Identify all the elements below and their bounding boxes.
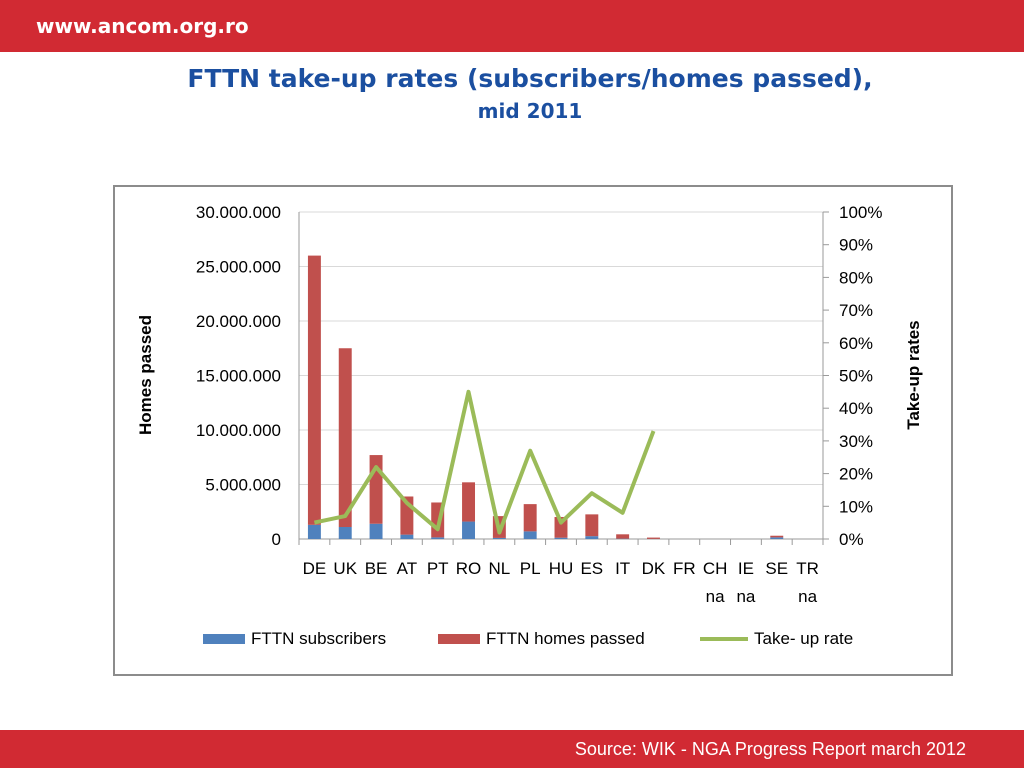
bar-subscribers <box>431 537 445 539</box>
slide-title: FTTN take-up rates (subscribers/homes pa… <box>187 64 873 93</box>
bar-subscribers <box>400 534 414 539</box>
take-up-line <box>313 389 656 535</box>
y2-tick-label: 30% <box>839 432 873 451</box>
x-tick-label: IT <box>615 559 630 578</box>
bar-subscribers <box>492 537 506 539</box>
bar-homes-passed <box>646 537 660 539</box>
x-tick-label: UK <box>333 559 357 578</box>
x-tick-label: TR <box>796 559 819 578</box>
y2-tick-label: 50% <box>839 367 873 386</box>
slide-title-block: FTTN take-up rates (subscribers/homes pa… <box>0 62 1024 126</box>
x-tick-label: HU <box>549 559 574 578</box>
y2-tick-label: 10% <box>839 497 873 516</box>
x-tick-label: DE <box>303 559 327 578</box>
header-bar: www.ancom.org.ro <box>0 0 1024 52</box>
y2-tick-label: 20% <box>839 465 873 484</box>
y-tick-label: 30.000.000 <box>196 203 281 222</box>
y2-tick-label: 40% <box>839 399 873 418</box>
x-tick-label: SE <box>765 559 788 578</box>
site-url[interactable]: www.ancom.org.ro <box>36 14 249 38</box>
bar-homes-passed <box>462 482 476 522</box>
bar-subscribers <box>523 531 537 539</box>
bar-homes-passed <box>523 504 537 532</box>
x-tick-label: DK <box>642 559 666 578</box>
bar-subscribers <box>585 536 599 539</box>
bar-homes-passed <box>338 348 352 528</box>
bar-homes-passed <box>616 534 630 539</box>
legend-label-take-up: Take- up rate <box>754 629 853 648</box>
x-tick-label: ES <box>580 559 603 578</box>
y-tick-label: 0 <box>272 530 281 549</box>
legend-swatch-homes-passed <box>438 634 480 644</box>
bar-subscribers <box>338 527 352 539</box>
y2-axis-title: Take-up rates <box>904 320 923 429</box>
y-tick-label: 5.000.000 <box>205 476 281 495</box>
legend-label-homes-passed: FTTN homes passed <box>486 629 645 648</box>
y2-tick-label: 70% <box>839 301 873 320</box>
y-tick-label: 10.000.000 <box>196 421 281 440</box>
bar-subscribers <box>554 537 568 539</box>
x-tick-label: RO <box>456 559 482 578</box>
y-tick-label: 20.000.000 <box>196 312 281 331</box>
bar-subscribers <box>770 537 784 539</box>
x-tick-note: na <box>736 587 755 606</box>
legend-swatch-subscribers <box>203 634 245 644</box>
y-axis-title: Homes passed <box>136 315 155 435</box>
slide-subtitle: mid 2011 <box>477 99 583 123</box>
bar-subscribers <box>369 523 383 539</box>
footer-bar: Source: WIK - NGA Progress Report march … <box>0 730 1024 768</box>
legend-label-subscribers: FTTN subscribers <box>251 629 386 648</box>
y-tick-label: 15.000.000 <box>196 367 281 386</box>
chart: 0 5.000.000 10.000.000 15.000.000 20.000.000… <box>136 203 923 648</box>
x-tick-note: na <box>798 587 817 606</box>
x-tick-label: NL <box>488 559 510 578</box>
chart-frame: 0 5.000.000 10.000.000 15.000.000 20.000.000… <box>113 185 953 676</box>
x-tick-note: na <box>706 587 725 606</box>
x-tick-label: FR <box>673 559 696 578</box>
y2-tick-label: 100% <box>839 203 882 222</box>
x-tick-label: AT <box>397 559 417 578</box>
bar-homes-passed <box>770 535 784 538</box>
bar-subscribers <box>462 521 476 539</box>
y2-tick-label: 60% <box>839 334 873 353</box>
x-tick-label: PT <box>427 559 449 578</box>
source-note: Source: WIK - NGA Progress Report march … <box>574 739 966 759</box>
x-tick-label: PL <box>520 559 541 578</box>
bar-subscribers <box>307 524 321 539</box>
x-tick-label: IE <box>738 559 754 578</box>
y2-tick-label: 0% <box>839 530 864 549</box>
y2-tick-label: 80% <box>839 268 873 287</box>
y-tick-label: 25.000.000 <box>196 258 281 277</box>
x-tick-label: CH <box>703 559 728 578</box>
bar-homes-passed <box>307 255 321 525</box>
x-tick-label: BE <box>365 559 388 578</box>
bar-homes-passed <box>585 514 599 537</box>
y2-tick-label: 90% <box>839 236 873 255</box>
